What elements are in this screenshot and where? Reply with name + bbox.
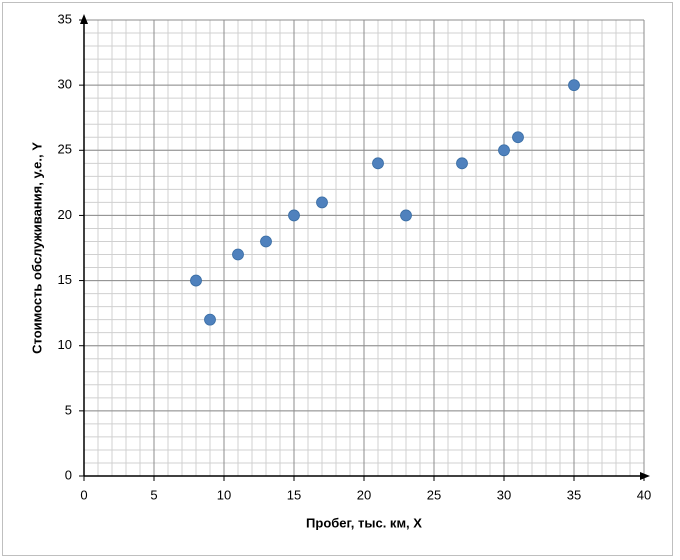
point: [190, 274, 202, 287]
y-tick-label: 15: [58, 272, 72, 287]
x-tick-label: 35: [567, 487, 581, 502]
y-axis-arrow: [80, 14, 88, 24]
x-tick-label: 15: [287, 487, 301, 502]
y-tick-label: 5: [65, 402, 72, 417]
y-tick-label: 0: [65, 467, 72, 482]
axes: 0 5 10 15 20 25 30 35 40 0 5 10 15 20 25 30 35: [58, 11, 652, 502]
y-tick-label: 25: [58, 142, 72, 157]
y-axis-title: Стоимость обслуживания, у.е., Y: [29, 142, 44, 354]
x-tick-label: 10: [217, 487, 231, 502]
point: [232, 248, 244, 261]
x-tick-label: 20: [357, 487, 371, 502]
x-tick-label: 25: [427, 487, 441, 502]
y-tick-label: 30: [58, 77, 72, 92]
x-axis-title: Пробег, тыс. км, X: [306, 515, 422, 530]
point: [400, 209, 412, 222]
x-axis-arrow: [640, 472, 650, 480]
x-tick-label: 40: [637, 487, 651, 502]
x-tick-label: 5: [150, 487, 157, 502]
point: [568, 79, 580, 92]
marks: [190, 79, 580, 326]
y-tick-label: 20: [58, 207, 72, 222]
point: [288, 209, 300, 222]
grid: [83, 19, 645, 477]
point: [372, 157, 384, 170]
y-tick-label: 10: [58, 337, 72, 352]
point: [456, 157, 468, 170]
x-tick-label: 0: [80, 487, 87, 502]
point: [498, 144, 510, 157]
y-tick-label: 35: [58, 11, 72, 26]
x-tick-label: 30: [497, 487, 511, 502]
point: [260, 235, 272, 248]
point: [512, 131, 524, 144]
point: [204, 313, 216, 326]
point: [316, 196, 328, 209]
